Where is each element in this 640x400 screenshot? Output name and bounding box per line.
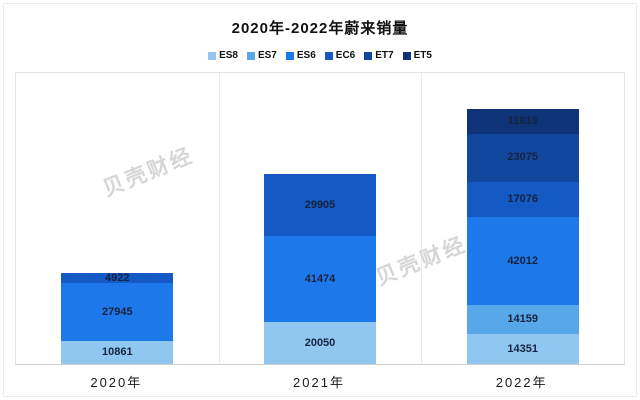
legend-item-et7: ET7: [364, 50, 394, 61]
legend-item-ec6: EC6: [324, 50, 356, 61]
legend-swatch-icon: [364, 51, 373, 60]
legend-label: ES8: [219, 50, 238, 61]
bar-segment-es6-2021年: 41474: [264, 236, 376, 323]
bar-value-label: 17076: [507, 193, 538, 206]
bar-value-label: 11813: [507, 115, 538, 128]
legend: ES8 ES7 ES6 EC6 ET7 ET5: [0, 50, 640, 61]
x-axis-label-2021年: 2021年: [293, 375, 345, 390]
legend-swatch-icon: [246, 51, 255, 60]
bar-value-label: 10861: [102, 346, 133, 359]
bar-segment-es6-2020年: 27945: [61, 283, 174, 342]
legend-swatch-icon: [285, 51, 294, 60]
bar-value-label: 14351: [507, 342, 538, 355]
bar-segment-ec6-2020年: 4922: [61, 271, 174, 284]
legend-label: EC6: [335, 50, 356, 61]
bar-value-label: 27945: [102, 305, 133, 318]
legend-label: ET7: [375, 50, 394, 61]
chart-title: 2020年-2022年蔚来销量: [231, 20, 409, 37]
bar-value-label: 42012: [507, 254, 538, 267]
bar-value-label: 23075: [507, 151, 538, 164]
bar-segment-es8-2020年: 10861: [61, 341, 174, 364]
bar-segment-es8-2021年: 20050: [264, 322, 376, 364]
bar-value-label: 20050: [304, 336, 336, 349]
legend-item-es6: ES6: [285, 50, 316, 61]
bar-segment-es6-2022年: 42012: [466, 217, 579, 305]
x-axis-label-2022年: 2022年: [495, 375, 548, 390]
category-separator-line: [421, 73, 423, 364]
bar-value-label: 14159: [507, 313, 538, 325]
legend-label: ET5: [413, 50, 432, 61]
bar-segment-es7-2022年: 14159: [466, 304, 579, 335]
bar-segment-ec6-2022年: 17076: [466, 181, 579, 218]
legend-item-es7: ES7: [246, 50, 277, 61]
bar-value-label: 29905: [304, 198, 336, 211]
bar-value-label: 41474: [304, 272, 336, 285]
category-separator-line: [218, 73, 220, 364]
bar-segment-et5-2022年: 11813: [466, 109, 579, 134]
bar-segment-es8-2022年: 14351: [466, 334, 579, 364]
plot-area: 10861 27945 4922 20050 41474 29905 14351 14159 4…: [15, 72, 625, 365]
x-axis-label-2020年: 2020年: [90, 375, 143, 390]
bar-segment-ec6-2021年: 29905: [264, 173, 376, 237]
bar-value-label: 4922: [105, 271, 130, 284]
legend-item-es8: ES8: [208, 50, 238, 61]
bar-segment-et7-2022年: 23075: [466, 133, 579, 182]
legend-label: ES7: [257, 50, 277, 61]
legend-swatch-icon: [402, 51, 411, 60]
legend-label: ES6: [296, 50, 316, 61]
legend-swatch-icon: [324, 51, 333, 60]
legend-swatch-icon: [208, 51, 217, 60]
legend-item-et5: ET5: [402, 50, 432, 61]
